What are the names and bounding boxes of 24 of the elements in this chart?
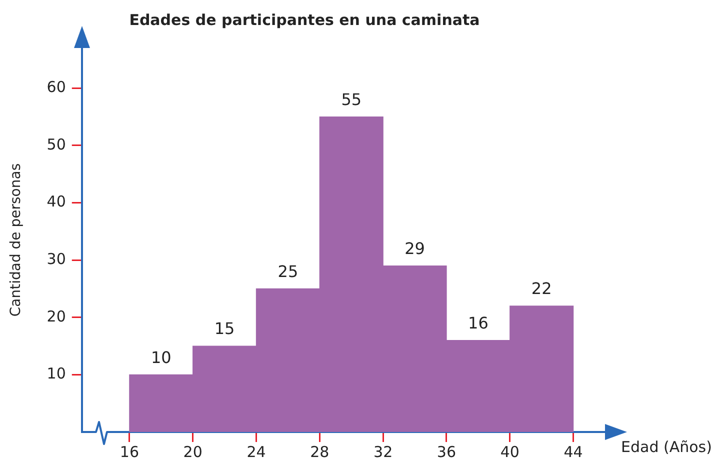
x-axis-title: Edad (Años) xyxy=(621,438,712,456)
data-label: 16 xyxy=(468,313,488,332)
data-label: 29 xyxy=(404,238,425,258)
x-tick-label: 40 xyxy=(500,442,520,461)
y-tick-label: 10 xyxy=(46,364,66,383)
data-label: 10 xyxy=(150,348,172,367)
data-label: 55 xyxy=(341,90,362,109)
y-tick-label: 20 xyxy=(46,307,66,326)
y-tick-label: 50 xyxy=(46,135,66,154)
x-tick-label: 24 xyxy=(246,442,266,461)
y-tick-label: 60 xyxy=(46,78,66,96)
data-label: 15 xyxy=(214,319,235,338)
x-tick-label: 44 xyxy=(564,442,583,461)
x-tick-label: 36 xyxy=(436,442,456,461)
data-label: 25 xyxy=(278,262,298,281)
y-tick-label: 30 xyxy=(46,250,66,268)
y-axis-title: Cantidad de personas xyxy=(8,163,24,317)
chart-title: Edades de participantes en una caminata xyxy=(129,10,480,29)
data-label: 22 xyxy=(531,279,552,298)
x-tick-label: 28 xyxy=(310,442,330,461)
y-tick-label: 40 xyxy=(46,192,66,211)
x-tick-label: 32 xyxy=(374,442,393,461)
x-tick-label: 16 xyxy=(120,442,139,461)
x-tick-label: 20 xyxy=(183,442,202,461)
